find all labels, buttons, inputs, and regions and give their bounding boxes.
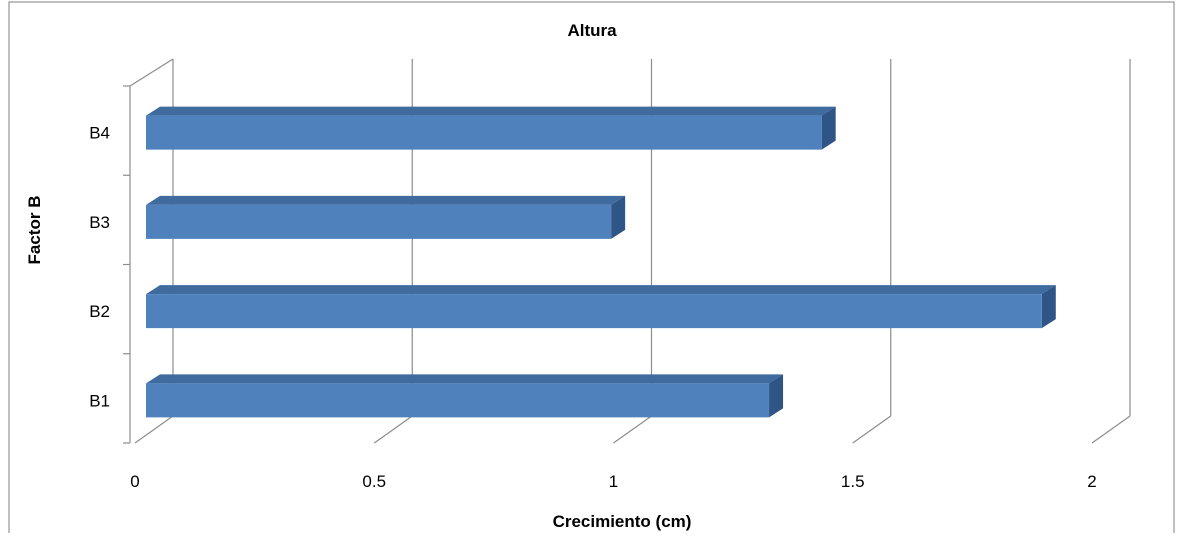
floor-gridline (613, 415, 652, 444)
bar-layer (146, 106, 1056, 418)
floor-gridline (1091, 415, 1131, 444)
bar-top-face (146, 374, 784, 384)
bar-b4 (146, 115, 822, 150)
bar-b3 (146, 204, 612, 239)
bar-side-face (1041, 285, 1056, 329)
category-axis-top (129, 58, 174, 87)
chart-title: Altura (567, 21, 617, 40)
y-tick-label: B1 (89, 391, 110, 410)
y-tick-label: B3 (89, 213, 110, 232)
y-axis-title: Factor B (25, 196, 44, 265)
floor-gridline (373, 415, 413, 444)
y-tick-label: B4 (89, 124, 110, 143)
y-tick-label: B2 (89, 302, 110, 321)
bar-top-face (146, 195, 626, 205)
bar-b1 (146, 383, 770, 418)
bar-b2 (146, 294, 1042, 329)
chart-border (8, 1, 1175, 538)
x-axis-title: Crecimiento (cm) (553, 512, 692, 531)
x-tick-label: 0 (130, 472, 139, 491)
bar-side-face (821, 106, 836, 150)
bar-side-face (769, 374, 784, 418)
x-tick-label: 1.5 (841, 472, 865, 491)
tick-layer: 0 0.5 1 1.5 2 B1 B2 B3 B4 (89, 124, 1097, 491)
bar-top-face (146, 285, 1056, 295)
bar-top-face (146, 106, 836, 116)
bar-side-face (611, 195, 626, 239)
x-tick-label: 2 (1087, 472, 1096, 491)
x-tick-label: 0.5 (362, 472, 386, 491)
floor-gridline (852, 415, 892, 444)
floor-gridline (134, 415, 174, 444)
x-tick-label: 1 (609, 472, 618, 491)
